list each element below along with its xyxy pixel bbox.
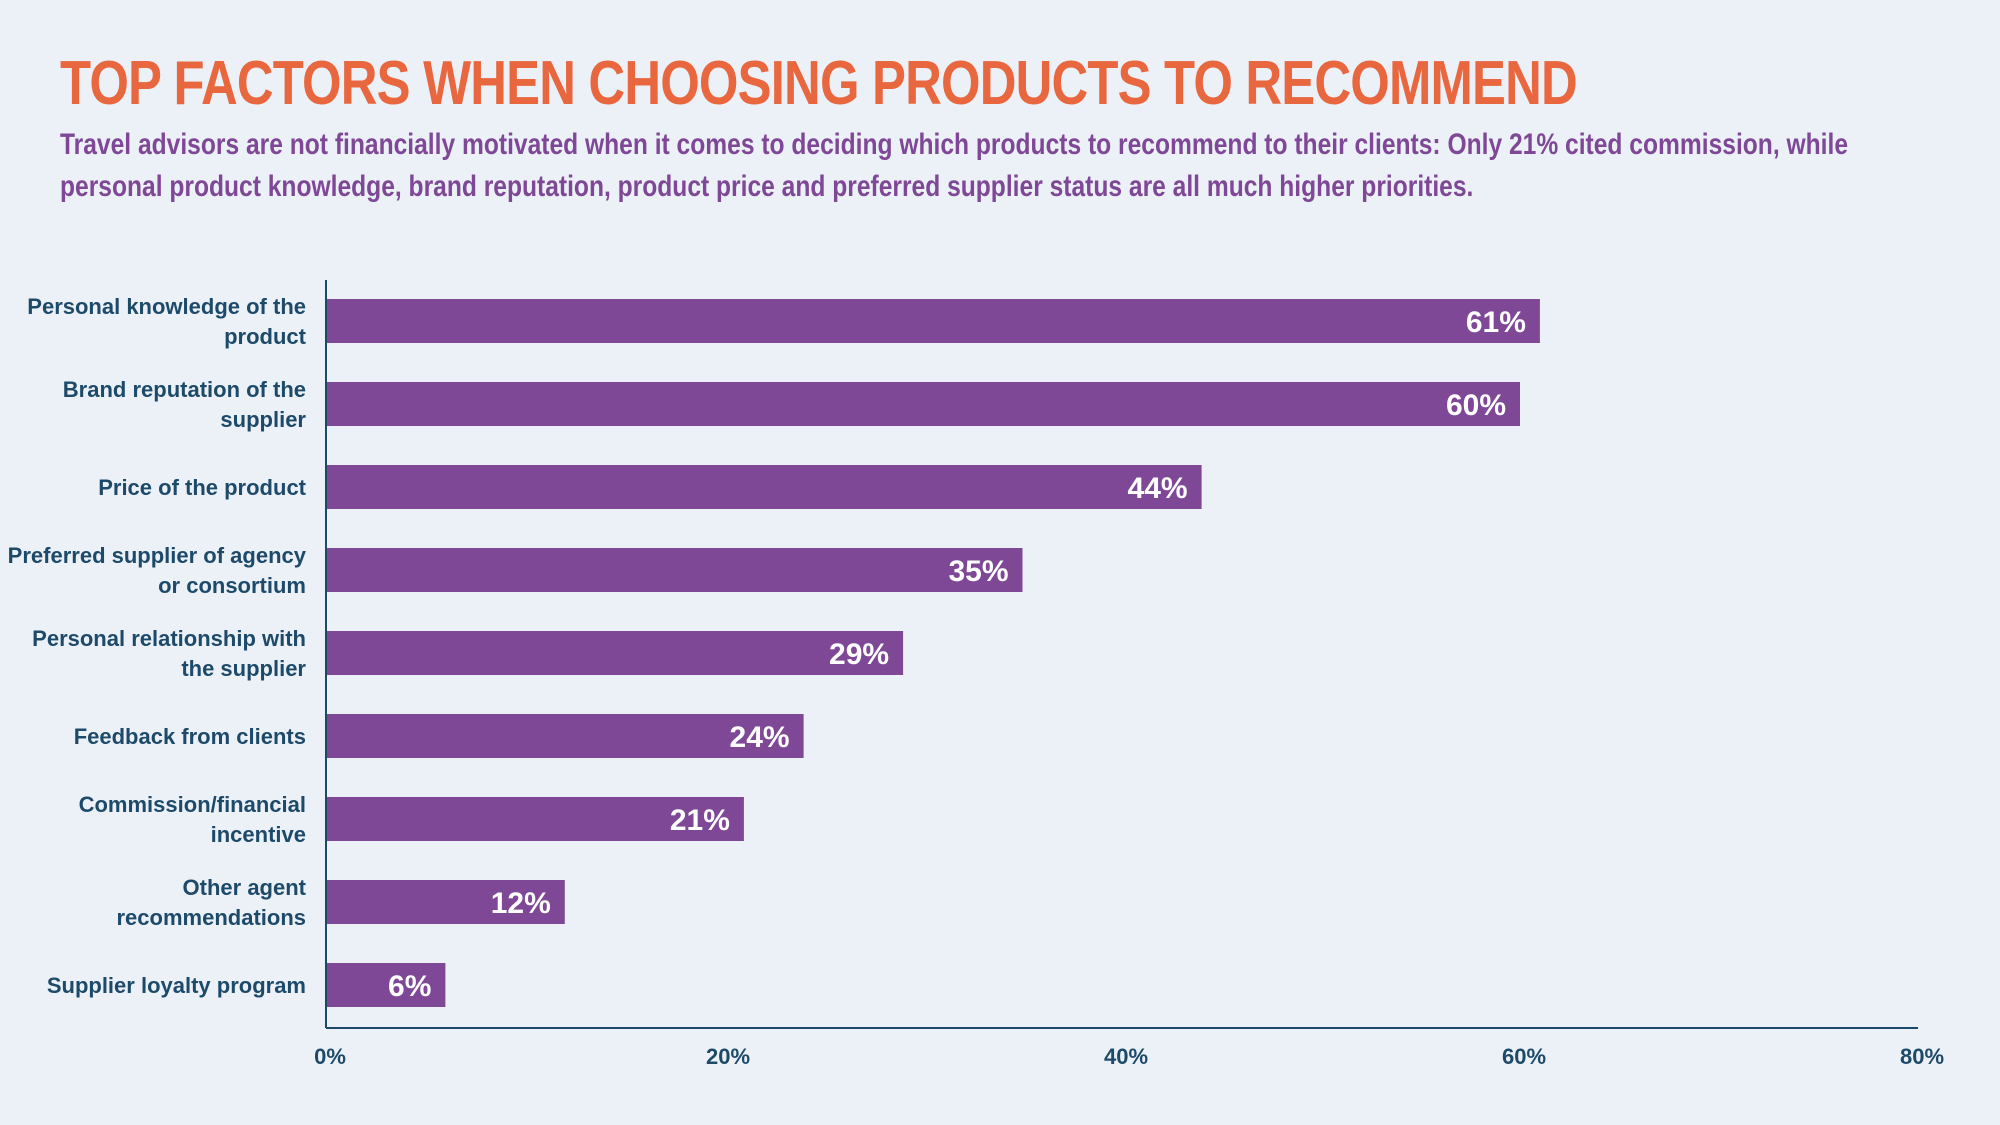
data-label: 21% <box>670 804 730 837</box>
bar <box>326 880 565 924</box>
category-label: Feedback from clients <box>74 724 306 749</box>
category-label: Price of the product <box>98 475 306 500</box>
bar <box>326 631 904 675</box>
data-label: 29% <box>829 638 889 671</box>
bar <box>326 299 1540 343</box>
chart-title: TOP FACTORS WHEN CHOOSING PRODUCTS TO RE… <box>60 49 1578 118</box>
category-label: Personal knowledge of the product <box>27 294 306 349</box>
category-label: Brand reputation of the supplier <box>63 377 307 432</box>
category-label-line: Price of the product <box>98 475 306 500</box>
data-label: 24% <box>730 721 790 754</box>
category-label: Commission/financial incentive <box>79 792 306 847</box>
category-label-line: Other agent <box>183 875 307 900</box>
category-label-line: Supplier loyalty program <box>47 973 306 998</box>
x-tick-label: 0% <box>314 1044 346 1069</box>
category-label-line: Feedback from clients <box>74 724 306 749</box>
bar <box>326 548 1023 592</box>
category-label: Preferred supplier of agency or consortiu… <box>8 543 307 598</box>
category-label-line: Preferred supplier of agency <box>8 543 307 568</box>
x-tick-label: 80% <box>1900 1044 1944 1069</box>
x-tick-label: 40% <box>1104 1044 1148 1069</box>
category-label: Personal relationship with the supplier <box>32 626 306 681</box>
category-label-line: recommendations <box>117 905 307 930</box>
category-label-line: or consortium <box>158 573 306 598</box>
category-label-line: the supplier <box>181 656 306 681</box>
category-label-line: Personal knowledge of the <box>27 294 306 319</box>
data-label: 12% <box>491 887 551 920</box>
bar <box>326 963 446 1007</box>
data-label: 35% <box>948 555 1008 588</box>
category-label-line: Personal relationship with <box>32 626 306 651</box>
bar <box>326 465 1202 509</box>
data-label: 60% <box>1446 389 1506 422</box>
category-label: Supplier loyalty program <box>47 973 306 998</box>
category-label: Other agent recommendations <box>117 875 307 930</box>
data-label: 44% <box>1128 472 1188 505</box>
data-label: 61% <box>1466 306 1526 339</box>
category-label-line: supplier <box>220 407 306 432</box>
bar <box>326 382 1520 426</box>
category-label-line: incentive <box>211 822 306 847</box>
category-label-line: product <box>224 324 307 349</box>
data-label: 6% <box>388 970 431 1003</box>
category-label-line: Commission/financial <box>79 792 306 817</box>
x-tick-label: 20% <box>706 1044 750 1069</box>
x-tick-label: 60% <box>1502 1044 1546 1069</box>
bar <box>326 797 744 841</box>
bar <box>326 714 804 758</box>
category-label-line: Brand reputation of the <box>63 377 306 402</box>
chart-subtitle: Travel advisors are not financially moti… <box>60 128 1849 203</box>
